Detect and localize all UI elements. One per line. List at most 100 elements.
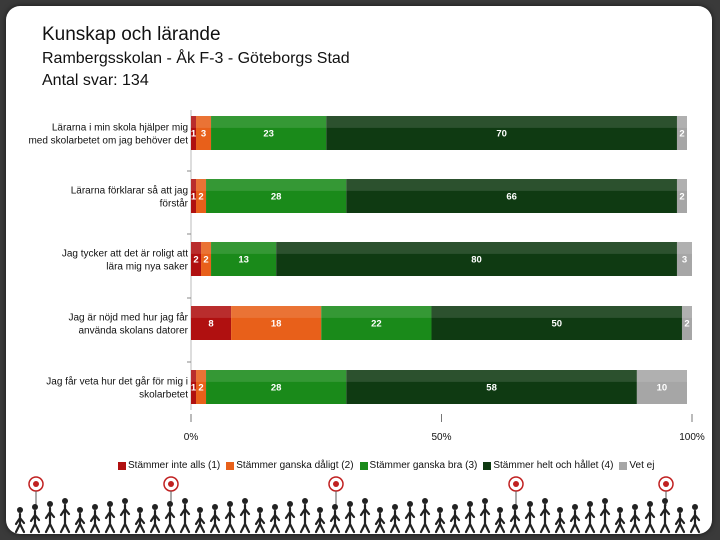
bar-highlight	[346, 370, 637, 382]
person-silhouette	[692, 504, 698, 510]
bar-value-label: 2	[198, 383, 203, 394]
bar-segment	[196, 370, 207, 404]
person-silhouette	[494, 512, 506, 534]
person-silhouette	[449, 509, 461, 534]
legend-swatch	[619, 461, 628, 470]
bar-value-label: 13	[238, 255, 249, 266]
person-silhouette	[179, 503, 191, 534]
legend-swatch	[483, 461, 492, 470]
page-title: Kunskap och lärande	[42, 24, 221, 45]
person-silhouette	[374, 512, 386, 534]
legend-label: Vet ej	[629, 460, 655, 471]
bar-highlight	[211, 242, 277, 254]
person-silhouette	[119, 503, 131, 534]
bar-segment	[191, 242, 202, 276]
person-silhouette	[182, 498, 188, 504]
person-silhouette	[104, 506, 116, 534]
bar-value-label: 10	[657, 383, 668, 394]
person-silhouette	[452, 504, 458, 510]
person-silhouette	[194, 512, 206, 534]
person-silhouette	[77, 507, 83, 513]
bar-value-label: 18	[271, 319, 282, 330]
person-silhouette	[392, 504, 398, 510]
bar-value-label: 22	[371, 319, 382, 330]
legend-label: Stämmer inte alls (1)	[128, 460, 221, 471]
person-silhouette	[152, 504, 158, 510]
person-silhouette	[107, 501, 113, 507]
person-silhouette	[467, 501, 473, 507]
legend-item: Stämmer inte alls (1)	[118, 460, 220, 471]
bar-highlight	[346, 179, 677, 191]
person-silhouette	[212, 504, 218, 510]
bar-highlight	[196, 116, 212, 128]
bar-highlight	[206, 370, 347, 382]
target-icon	[513, 481, 519, 487]
person-silhouette	[242, 498, 248, 504]
person-silhouette	[74, 512, 86, 534]
person-silhouette	[164, 506, 176, 534]
person-silhouette	[32, 504, 38, 510]
chart-legend: Stämmer inte alls (1) Stämmer ganska dåli…	[118, 460, 660, 473]
bar-segment	[196, 179, 207, 213]
person-silhouette	[17, 507, 23, 513]
bar-segment	[191, 179, 197, 213]
person-silhouette	[689, 509, 701, 534]
person-silhouette	[524, 506, 536, 534]
person-silhouette	[272, 504, 278, 510]
x-tick-label: 0%	[184, 432, 199, 443]
bar-highlight	[206, 179, 347, 191]
person-silhouette	[44, 506, 56, 534]
person-silhouette	[464, 506, 476, 534]
person-silhouette	[329, 509, 341, 534]
bar-value-label: 3	[201, 129, 206, 140]
person-silhouette	[377, 507, 383, 513]
bar-value-label: 23	[263, 129, 274, 140]
target-icon	[663, 481, 669, 487]
person-silhouette	[602, 498, 608, 504]
x-tick-label: 100%	[679, 432, 705, 443]
target-icon	[33, 481, 39, 487]
person-silhouette	[344, 506, 356, 534]
bar-value-label: 3	[682, 255, 687, 266]
person-silhouette	[362, 498, 368, 504]
person-silhouette	[227, 501, 233, 507]
bar-value-label: 80	[471, 255, 482, 266]
person-silhouette	[632, 504, 638, 510]
bar-value-label: 28	[271, 383, 282, 394]
target-icon	[333, 481, 339, 487]
person-silhouette	[512, 504, 518, 510]
person-silhouette	[299, 503, 311, 534]
person-silhouette	[497, 507, 503, 513]
bar-value-label: 2	[198, 192, 203, 203]
bar-highlight	[191, 306, 232, 318]
person-silhouette	[422, 498, 428, 504]
bar-segment	[676, 116, 687, 150]
person-silhouette	[29, 509, 41, 534]
person-silhouette	[197, 507, 203, 513]
bar-highlight	[191, 242, 202, 254]
person-silhouette	[569, 509, 581, 534]
bar-value-label: 2	[679, 192, 684, 203]
person-silhouette	[629, 509, 641, 534]
bar-highlight	[191, 370, 197, 382]
category-label: Jag är nöjd med hur jag får använda skola…	[68, 312, 188, 337]
bar-value-label: 66	[506, 192, 517, 203]
person-silhouette	[614, 512, 626, 534]
person-silhouette	[134, 512, 146, 534]
bar-value-label: 50	[551, 319, 562, 330]
bar-segment	[276, 242, 677, 276]
person-silhouette	[224, 506, 236, 534]
person-silhouette	[527, 501, 533, 507]
category-label: Lärarna förklarar så att jag förstår	[71, 185, 189, 210]
person-silhouette	[47, 501, 53, 507]
bar-segment	[231, 306, 322, 340]
bar-segment	[191, 116, 197, 150]
person-silhouette	[14, 512, 26, 534]
person-silhouette	[437, 507, 443, 513]
bar-highlight	[276, 242, 677, 254]
person-silhouette	[92, 504, 98, 510]
person-silhouette	[254, 512, 266, 534]
bar-highlight	[676, 179, 687, 191]
target-icon	[168, 481, 174, 487]
bar-segment	[191, 306, 232, 340]
